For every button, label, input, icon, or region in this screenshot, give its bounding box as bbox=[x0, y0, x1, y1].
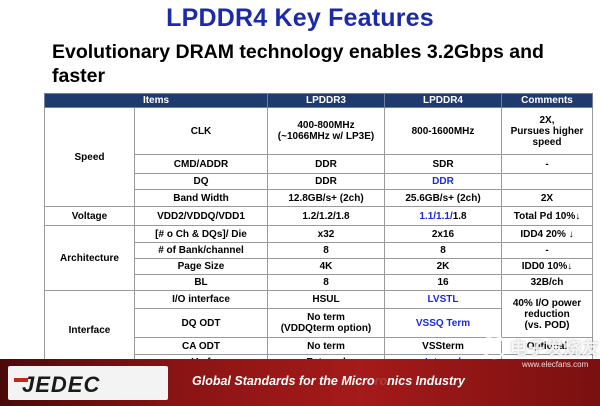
lpddr3-cell: 8 bbox=[267, 242, 385, 259]
lpddr4-cell: LVSTL bbox=[384, 290, 502, 309]
lpddr4-cell: 1.1/1.1/1.8 bbox=[384, 206, 502, 226]
item-cell: CA ODT bbox=[134, 337, 268, 355]
lpddr3-cell: 400-800MHz (~1066MHz w/ LP3E) bbox=[267, 107, 385, 155]
lpddr3-cell: x32 bbox=[267, 225, 385, 243]
item-cell: Page Size bbox=[134, 258, 268, 275]
table-row: Band Width 12.8GB/s+ (2ch) 25.6GB/s+ (2c… bbox=[45, 189, 593, 207]
category-architecture: Architecture bbox=[44, 225, 135, 291]
watermark-url: www.elecfans.com bbox=[522, 360, 589, 369]
comment-cell: IDD4 20% ↓ bbox=[501, 225, 593, 243]
jedec-logo-text: JEDEC bbox=[22, 372, 101, 397]
table-row: # of Bank/channel 8 8 - bbox=[45, 242, 593, 259]
item-cell: DQ ODT bbox=[134, 308, 268, 338]
comment-cell: IDD0 10%↓ bbox=[501, 258, 593, 275]
header-comments: Comments bbox=[501, 93, 593, 108]
lpddr4-cell: VSSQ Term bbox=[384, 308, 502, 338]
comment-clk-line2: Pursues higher bbox=[510, 125, 584, 137]
lpddr3-dqodt-line2: (VDDQterm option) bbox=[280, 323, 372, 334]
lpddr4-cell: 2K bbox=[384, 258, 502, 275]
item-cell: I/O interface bbox=[134, 290, 268, 309]
comment-clk-line3: speed bbox=[532, 136, 562, 148]
lpddr4-cell: 8 bbox=[384, 242, 502, 259]
lpddr4-voltage-rest: 1.8 bbox=[452, 210, 467, 222]
comment-cell: - bbox=[501, 154, 593, 174]
features-table: Items LPDDR3 LPDDR4 Comments Speed CLK 4… bbox=[44, 93, 593, 370]
lpddr3-clk-line1: 400-800MHz bbox=[297, 120, 355, 131]
slide-title: LPDDR4 Key Features bbox=[166, 4, 434, 32]
item-cell: # of Bank/channel bbox=[134, 242, 268, 259]
table-row: BL 8 16 32B/ch bbox=[45, 274, 593, 291]
lpddr4-cell: DDR bbox=[384, 173, 502, 190]
lpddr4-cell: 16 bbox=[384, 274, 502, 291]
lpddr4-voltage-blue: 1.1/1.1/ bbox=[419, 210, 453, 222]
lpddr4-cell: VSSterm bbox=[384, 337, 502, 355]
table-row: Page Size 4K 2K IDD0 10%↓ bbox=[45, 258, 593, 275]
comment-cell: 2X bbox=[501, 189, 593, 207]
table-row: DQ DDR DDR bbox=[45, 173, 593, 190]
lpddr4-cell: 2x16 bbox=[384, 225, 502, 243]
watermark-text: 电子发烧友 bbox=[510, 339, 600, 358]
item-cell: CLK bbox=[134, 107, 268, 155]
jedec-logo bbox=[8, 366, 168, 400]
item-cell: Band Width bbox=[134, 189, 268, 207]
item-cell: DQ bbox=[134, 173, 268, 190]
table-row: CA ODT No term VSSterm Optional bbox=[45, 337, 593, 355]
lpddr4-cell: SDR bbox=[384, 154, 502, 174]
lpddr4-cell: 800-1600MHz bbox=[384, 107, 502, 155]
comment-cell: - bbox=[501, 242, 593, 259]
comment-io-line3: (vs. POD) bbox=[524, 319, 570, 331]
lpddr4-cell: 25.6GB/s+ (2ch) bbox=[384, 189, 502, 207]
lpddr3-cell: DDR bbox=[267, 173, 385, 190]
table-row: DQ ODT No term (VDDQterm option) VSSQ Te… bbox=[45, 308, 593, 338]
item-cell: CMD/ADDR bbox=[134, 154, 268, 174]
comment-cell: Optional bbox=[501, 337, 593, 355]
category-speed: Speed bbox=[44, 107, 135, 207]
comment-cell: Total Pd 10%↓ bbox=[501, 206, 593, 226]
item-cell: BL bbox=[134, 274, 268, 291]
lpddr3-cell: DDR bbox=[267, 154, 385, 174]
category-voltage: Voltage bbox=[44, 206, 135, 226]
table-row: Interface I/O interface HSUL LVSTL 40% I… bbox=[44, 290, 593, 370]
lpddr3-cell: 4K bbox=[267, 258, 385, 275]
header-row: Items LPDDR3 LPDDR4 Comments bbox=[44, 93, 593, 108]
lpddr3-dqodt-line1: No term bbox=[307, 312, 345, 323]
lpddr3-clk-line2: (~1066MHz w/ LP3E) bbox=[277, 131, 375, 142]
logo-stripe bbox=[14, 378, 28, 382]
comment-io-line1: 40% I/O power bbox=[512, 297, 582, 309]
lpddr3-cell: 1.2/1.2/1.8 bbox=[267, 206, 385, 226]
lpddr3-cell: 12.8GB/s+ (2ch) bbox=[267, 189, 385, 207]
lpddr3-cell: No term bbox=[267, 337, 385, 355]
category-interface: Interface bbox=[44, 290, 135, 370]
table-row: Voltage VDD2/VDDQ/VDD1 1.2/1.2/1.8 1.1/1… bbox=[44, 206, 593, 226]
comment-cell: 2X, Pursues higher speed bbox=[501, 107, 593, 155]
comment-clk-line1: 2X, bbox=[539, 114, 555, 126]
comment-io-line2: reduction bbox=[524, 308, 570, 320]
lpddr3-cell: HSUL bbox=[267, 290, 385, 309]
lpddr3-cell: 8 bbox=[267, 274, 385, 291]
comment-cell bbox=[501, 173, 593, 190]
watermark-logo-icon bbox=[481, 334, 507, 360]
slide-subtitle: Evolutionary DRAM technology enables 3.2… bbox=[52, 41, 544, 87]
table-row: Architecture [# o Ch & DQs]/ Die x32 2x1… bbox=[44, 225, 593, 291]
header-items: Items bbox=[44, 93, 268, 108]
footer-tagline: Global Standards for the Microronics Ind… bbox=[192, 374, 465, 388]
header-lpddr4: LPDDR4 bbox=[384, 93, 502, 108]
table-row: Speed CLK 400-800MHz (~1066MHz w/ LP3E) … bbox=[44, 107, 593, 207]
comment-cell: 32B/ch bbox=[501, 274, 593, 291]
lpddr3-cell: No term (VDDQterm option) bbox=[267, 308, 385, 338]
tagline-tail: nics Industry bbox=[387, 374, 465, 388]
item-cell: VDD2/VDDQ/VDD1 bbox=[134, 206, 268, 226]
item-cell: [# o Ch & DQs]/ Die bbox=[134, 225, 268, 243]
tagline-text: Global Standards for the Micro bbox=[192, 374, 375, 388]
header-lpddr3: LPDDR3 bbox=[267, 93, 385, 108]
